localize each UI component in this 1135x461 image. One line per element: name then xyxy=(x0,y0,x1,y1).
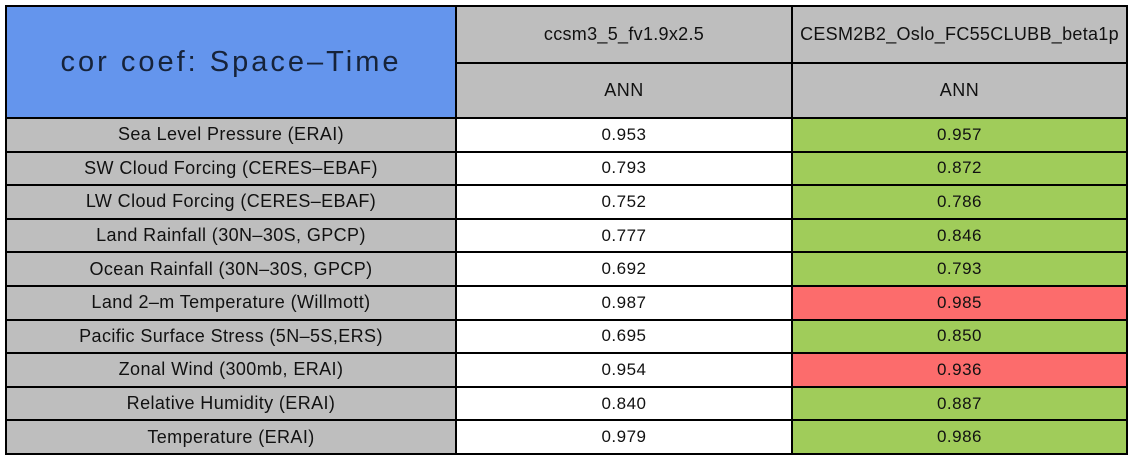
row-label: Relative Humidity (ERAI) xyxy=(7,387,455,420)
value-cell: 0.887 xyxy=(793,387,1126,420)
column-header-model-ccsm3: ccsm3_5_fv1.9x2.5 xyxy=(457,7,791,62)
row-label: Pacific Surface Stress (5N–5S,ERS) xyxy=(7,320,455,353)
value-cell: 0.752 xyxy=(457,186,791,218)
value-cell: 0.954 xyxy=(457,354,791,386)
value-cell: 0.979 xyxy=(457,421,791,453)
value-cell: 0.953 xyxy=(457,119,791,151)
value-cell: 0.987 xyxy=(457,287,791,319)
row-label: Sea Level Pressure (ERAI) xyxy=(7,119,455,151)
cor-coef-table: cor coef: Space–Time ccsm3_5_fv1.9x2.5 C… xyxy=(5,5,1128,455)
row-label: Temperature (ERAI) xyxy=(7,421,455,453)
value-cell: 0.786 xyxy=(793,186,1126,218)
value-cell: 0.985 xyxy=(793,287,1126,319)
value-cell: 0.846 xyxy=(793,219,1126,252)
table-title: cor coef: Space–Time xyxy=(7,7,455,117)
row-label: SW Cloud Forcing (CERES–EBAF) xyxy=(7,152,455,185)
value-cell: 0.692 xyxy=(457,253,791,285)
value-cell: 0.793 xyxy=(793,253,1126,285)
row-label: Ocean Rainfall (30N–30S, GPCP) xyxy=(7,253,455,285)
value-cell: 0.840 xyxy=(457,387,791,420)
value-cell: 0.850 xyxy=(793,320,1126,353)
value-cell: 0.695 xyxy=(457,320,791,353)
row-label: Zonal Wind (300mb, ERAI) xyxy=(7,354,455,386)
row-label: LW Cloud Forcing (CERES–EBAF) xyxy=(7,186,455,218)
value-cell: 0.777 xyxy=(457,219,791,252)
value-cell: 0.872 xyxy=(793,152,1126,185)
value-cell: 0.793 xyxy=(457,152,791,185)
column-subheader-season-1: ANN xyxy=(457,64,791,117)
column-subheader-season-2: ANN xyxy=(793,64,1126,117)
value-cell: 0.957 xyxy=(793,119,1126,151)
column-header-model-cesm2b2: CESM2B2_Oslo_FC55CLUBB_beta1p xyxy=(793,7,1126,62)
value-cell: 0.986 xyxy=(793,421,1126,453)
row-label: Land 2–m Temperature (Willmott) xyxy=(7,287,455,319)
row-label: Land Rainfall (30N–30S, GPCP) xyxy=(7,219,455,252)
value-cell: 0.936 xyxy=(793,354,1126,386)
